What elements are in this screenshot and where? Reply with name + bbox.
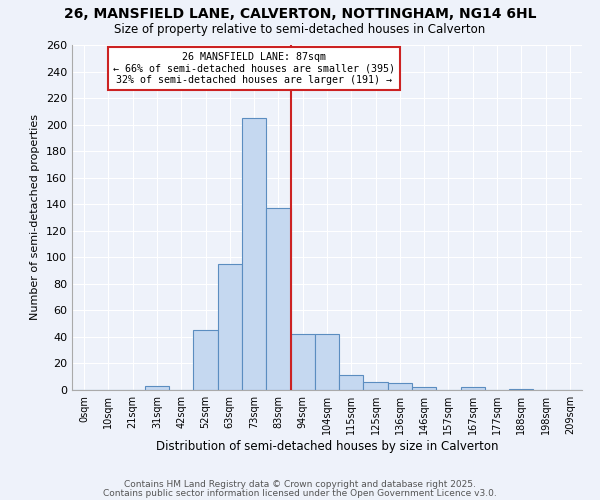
Bar — [461, 388, 485, 390]
Text: Contains public sector information licensed under the Open Government Licence v3: Contains public sector information licen… — [103, 488, 497, 498]
Bar — [266, 208, 290, 390]
Bar — [218, 264, 242, 390]
Bar — [412, 388, 436, 390]
Bar — [315, 334, 339, 390]
Bar — [364, 382, 388, 390]
Text: 26 MANSFIELD LANE: 87sqm
← 66% of semi-detached houses are smaller (395)
32% of : 26 MANSFIELD LANE: 87sqm ← 66% of semi-d… — [113, 52, 395, 85]
Text: Contains HM Land Registry data © Crown copyright and database right 2025.: Contains HM Land Registry data © Crown c… — [124, 480, 476, 489]
Bar — [388, 384, 412, 390]
Text: Size of property relative to semi-detached houses in Calverton: Size of property relative to semi-detach… — [115, 22, 485, 36]
Bar — [339, 376, 364, 390]
Bar — [509, 388, 533, 390]
Bar — [242, 118, 266, 390]
Bar — [145, 386, 169, 390]
X-axis label: Distribution of semi-detached houses by size in Calverton: Distribution of semi-detached houses by … — [156, 440, 498, 453]
Y-axis label: Number of semi-detached properties: Number of semi-detached properties — [31, 114, 40, 320]
Bar — [193, 330, 218, 390]
Text: 26, MANSFIELD LANE, CALVERTON, NOTTINGHAM, NG14 6HL: 26, MANSFIELD LANE, CALVERTON, NOTTINGHA… — [64, 8, 536, 22]
Bar — [290, 334, 315, 390]
